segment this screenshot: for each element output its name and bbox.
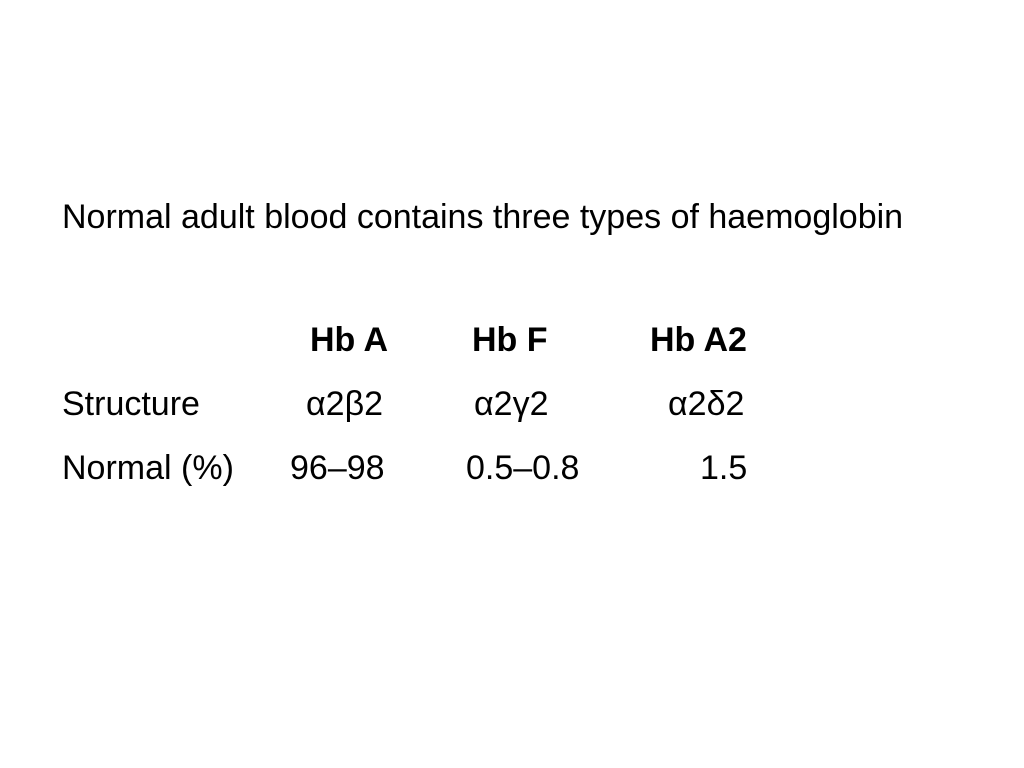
table-row-structure: Structure α2β2 α2γ2 α2δ2 bbox=[62, 372, 962, 436]
normal-hb-a: 96–98 bbox=[290, 449, 385, 487]
table-row-normal: Normal (%) 96–98 0.5–0.8 1.5 bbox=[62, 436, 962, 500]
table-header-row: Hb A Hb F Hb A2 bbox=[62, 308, 962, 372]
structure-hb-f: α2γ2 bbox=[474, 385, 549, 423]
intro-text: Normal adult blood contains three types … bbox=[62, 198, 904, 236]
normal-hb-a2: 1.5 bbox=[700, 449, 748, 487]
structure-hb-a2: α2δ2 bbox=[668, 385, 745, 423]
normal-hb-f: 0.5–0.8 bbox=[466, 449, 580, 487]
structure-hb-a: α2β2 bbox=[306, 385, 384, 423]
row-label-normal: Normal (%) bbox=[62, 449, 234, 487]
haemoglobin-table: Hb A Hb F Hb A2 Structure α2β2 α2γ2 α2δ2… bbox=[62, 308, 962, 500]
header-hb-f: Hb F bbox=[472, 321, 548, 359]
row-label-structure: Structure bbox=[62, 385, 200, 423]
header-hb-a2: Hb A2 bbox=[650, 321, 747, 359]
header-hb-a: Hb A bbox=[310, 321, 389, 359]
